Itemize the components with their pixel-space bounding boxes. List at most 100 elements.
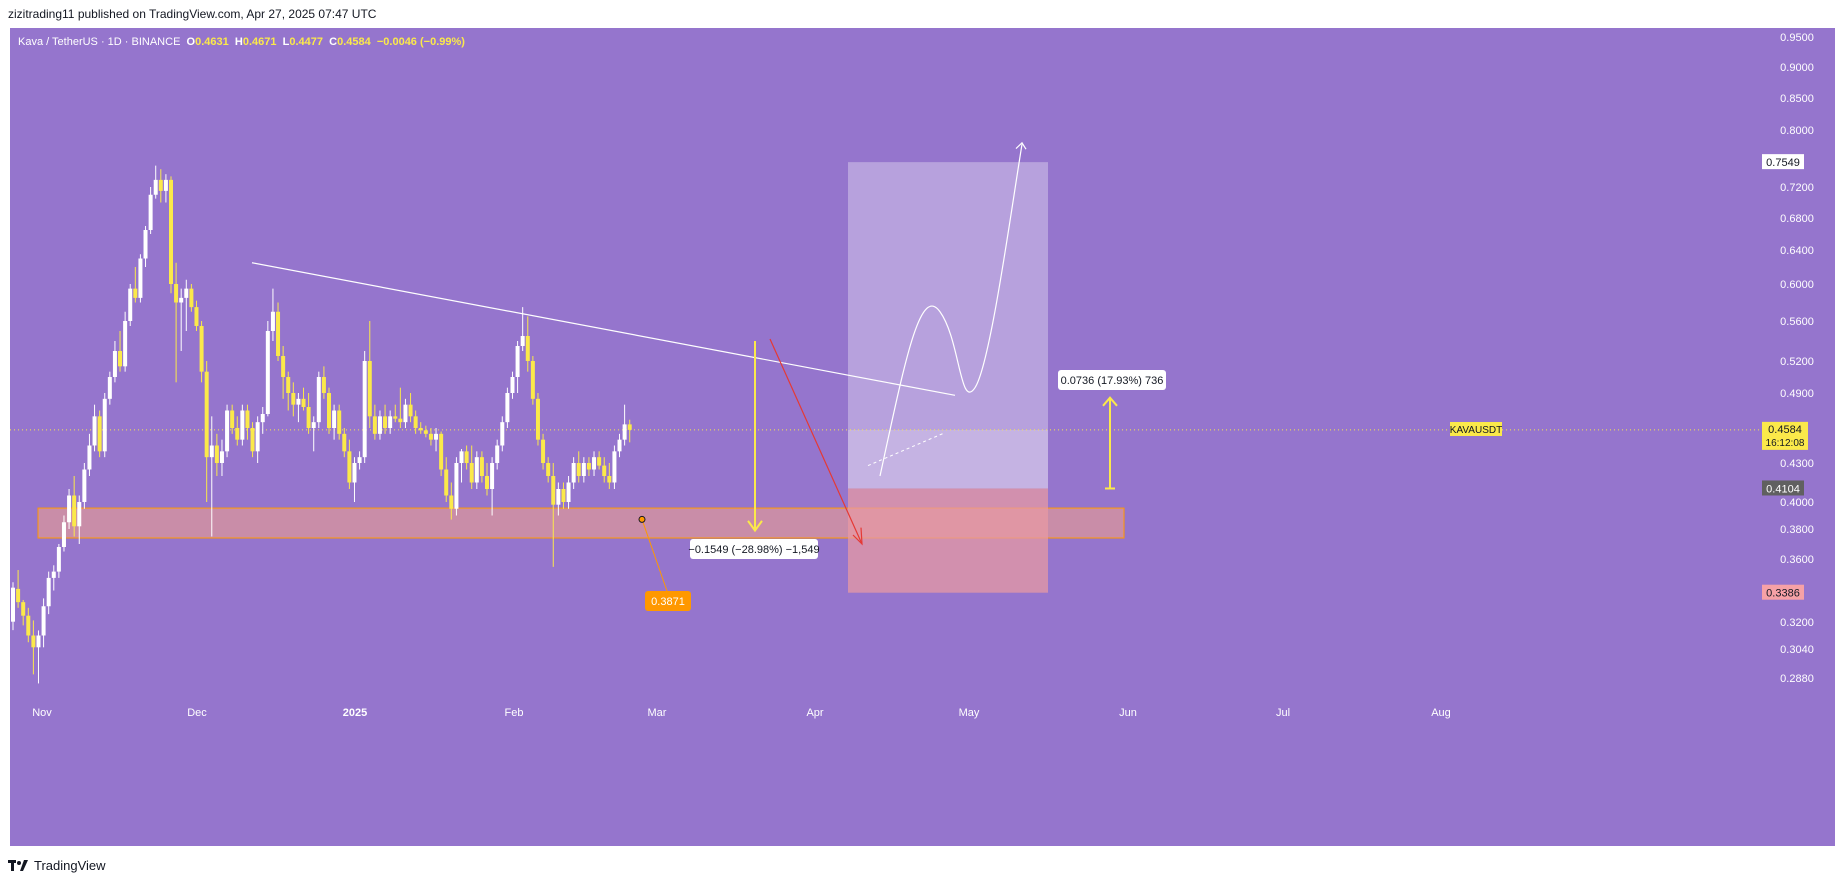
price-tick-label: 0.8000 — [1780, 125, 1814, 137]
candle-body — [444, 469, 449, 496]
time-axis-label: 2025 — [343, 707, 367, 719]
price-tag-bg — [1762, 154, 1804, 170]
footer-brand[interactable]: TradingView — [8, 858, 106, 873]
candle-body — [235, 428, 240, 440]
price-tick-label: 0.6400 — [1780, 245, 1814, 257]
time-axis-label: Jun — [1119, 707, 1137, 719]
gain-measure-label: 0.0736 (17.93%) 736 — [1061, 375, 1164, 387]
price-tick-label: 0.2880 — [1780, 673, 1814, 685]
candle-body — [184, 288, 189, 298]
projection-path-head — [1015, 141, 1027, 150]
candle-body — [72, 495, 77, 527]
candle-body — [240, 410, 245, 440]
candle-body — [612, 451, 617, 483]
support-low-leader — [641, 519, 668, 592]
time-axis-label: Feb — [505, 707, 524, 719]
candle-body — [87, 445, 92, 470]
candle-body — [265, 331, 270, 414]
candle-body — [36, 635, 41, 648]
candle-body — [551, 476, 556, 505]
price-tag-label: 0.4104 — [1766, 483, 1800, 495]
candle-body — [209, 445, 214, 458]
candle-body — [107, 377, 112, 399]
candle-body — [464, 451, 469, 463]
candle-body — [495, 445, 500, 463]
candle-body — [367, 361, 372, 417]
price-axis[interactable]: 0.9500 0.9000 0.8500 0.8000 0.7200 0.6800 0.64… — [1760, 28, 1835, 846]
time-axis-label: Nov — [32, 707, 52, 719]
support-low-badge — [645, 591, 691, 611]
candle-body — [459, 451, 464, 463]
candle-body — [423, 430, 428, 434]
candle-body — [128, 288, 133, 321]
candle-body — [143, 230, 148, 259]
candle-body — [41, 606, 46, 636]
candle-body — [607, 476, 612, 483]
candle-body — [566, 482, 571, 502]
candle-body — [546, 463, 551, 476]
candle-body — [479, 457, 484, 476]
candle-body — [118, 351, 123, 367]
candle-body — [332, 410, 337, 428]
candle-body — [510, 377, 515, 393]
candle-body — [112, 351, 117, 377]
last-price-tag-value: 0.4584 — [1768, 424, 1802, 436]
candle-body — [153, 179, 158, 195]
candle-body — [383, 416, 388, 428]
gain-measure-badge — [1058, 370, 1166, 390]
close-value: 0.4584 — [337, 36, 371, 48]
candle-body — [11, 587, 15, 622]
candle-body — [311, 422, 316, 428]
candle-body — [291, 393, 296, 405]
drop-measure-badge — [690, 539, 818, 559]
candle-body — [97, 416, 102, 452]
candle-body — [92, 416, 97, 446]
candle-body — [617, 439, 622, 452]
chart-pane[interactable]: 0.3871 −0.1549 (−28.98%) −1,549 0.0736 (17… — [10, 28, 1766, 846]
candle-body — [179, 297, 184, 303]
candle-body — [194, 307, 199, 326]
projection-arrow — [769, 338, 863, 545]
price-tick-label: 0.5600 — [1780, 316, 1814, 328]
candle-body — [530, 361, 535, 399]
candle-body — [174, 284, 179, 303]
candle-body — [56, 547, 61, 572]
entry-dashed-line — [867, 432, 946, 467]
time-axis-label: Apr — [806, 707, 823, 719]
candlestick-chart[interactable]: 0.3871 −0.1549 (−28.98%) −1,549 0.0736 (17… — [10, 28, 1766, 846]
projection-arrow-head — [852, 527, 863, 546]
candle-body — [408, 404, 413, 417]
candle-body — [413, 416, 418, 428]
candle-body — [21, 602, 26, 616]
last-price-tag-bg — [1762, 421, 1808, 450]
footer-brand-label: TradingView — [34, 858, 106, 873]
high-label: H — [234, 36, 243, 48]
candle-body — [169, 179, 173, 284]
countdown-label: 16:12:08 — [1766, 438, 1805, 449]
candle-body — [627, 424, 632, 430]
candle-body — [372, 416, 377, 434]
candle-body — [474, 457, 479, 483]
candle-body — [286, 377, 291, 393]
open-label: O — [186, 36, 196, 48]
tradingview-logo-icon — [8, 859, 28, 871]
candle-body — [102, 398, 107, 452]
candle-body — [505, 393, 510, 423]
price-tag-bg — [1762, 584, 1804, 600]
candle-body — [46, 577, 51, 607]
candle-body — [189, 288, 194, 308]
price-tick-label: 0.8500 — [1780, 93, 1814, 105]
candle-body — [51, 571, 56, 578]
candle-body — [576, 463, 581, 476]
candle-body — [581, 463, 586, 476]
stop-zone — [848, 488, 1048, 593]
candle-body — [316, 377, 321, 423]
candle-body — [398, 418, 403, 423]
candle-body — [357, 457, 362, 463]
candle-body — [362, 361, 367, 458]
gain-arrow-head — [1102, 396, 1118, 407]
candle-body — [26, 615, 31, 636]
candle-body — [485, 476, 489, 489]
price-axis-svg[interactable]: 0.9500 0.9000 0.8500 0.8000 0.7200 0.6800 0.64… — [1760, 28, 1835, 846]
candle-body — [163, 179, 168, 191]
